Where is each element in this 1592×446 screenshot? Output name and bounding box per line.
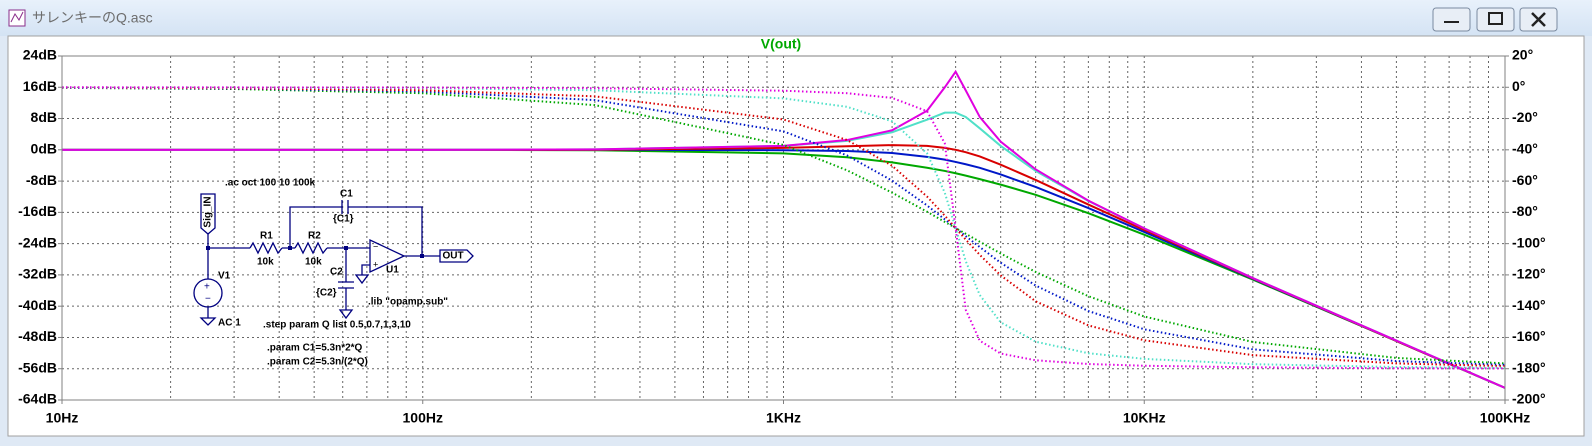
opamp-u1: [369, 238, 406, 274]
y-tick-label: -40dB: [18, 297, 57, 313]
y-tick-label: 8dB: [31, 109, 57, 125]
ground-v1: [199, 317, 217, 326]
y2-tick-label: 20°: [1512, 47, 1533, 63]
close-icon: [1531, 12, 1546, 27]
source-minus: −: [205, 294, 211, 305]
ground-opamp: [354, 274, 370, 285]
input-flag: [200, 193, 216, 235]
resistor-r2: [294, 241, 328, 255]
lib-directive: .lib "opamp.sub": [368, 297, 448, 308]
u1-label: U1: [386, 265, 399, 276]
x-tick-label: 100KHz: [1480, 410, 1531, 426]
y2-tick-label: -40°: [1512, 141, 1538, 157]
y2-tick-label: -20°: [1512, 109, 1538, 125]
y-tick-label: 16dB: [23, 78, 57, 94]
c1-value: {C1}: [333, 214, 354, 225]
step-directive: .step param Q list 0.5,0.7,1,3,10: [263, 320, 411, 331]
r2-value: 10k: [305, 257, 322, 268]
y2-tick-label: -140°: [1512, 297, 1546, 313]
r1-label: R1: [260, 231, 273, 242]
plot-curves: [61, 69, 1506, 389]
c2-label: C2: [330, 267, 343, 278]
maximize-button[interactable]: [1476, 7, 1515, 32]
window-icon-graph: [10, 11, 24, 23]
y2-tick-label: -120°: [1512, 266, 1546, 282]
phase-line: [61, 86, 1506, 365]
ground-c2: [338, 309, 354, 320]
source-plus: +: [204, 282, 210, 293]
v1-value: AC 1: [218, 318, 241, 329]
junctions: [206, 246, 424, 258]
phase-line: [61, 86, 1506, 369]
schematic: .ac oct 100 10 100k Sig_IN − + + − OUT C…: [193, 178, 474, 368]
y2-tick-label: -200°: [1512, 391, 1546, 407]
y-tick-label: -64dB: [18, 391, 57, 407]
v1-label: V1: [218, 271, 231, 282]
y-tick-label: -56dB: [18, 359, 57, 375]
chart-title: V(out): [761, 36, 801, 52]
y-tick-label: -16dB: [18, 203, 57, 219]
x-tick-label: 10Hz: [46, 410, 79, 426]
output-label: OUT: [442, 251, 463, 262]
y2-tick-label: -100°: [1512, 234, 1546, 250]
plot-window: [7, 35, 1585, 437]
r2-label: R2: [308, 231, 321, 242]
window-buttons: [1432, 7, 1558, 32]
title-bar: [0, 0, 1592, 36]
output-flag: [439, 249, 474, 263]
param-c1: .param C1=5.3n*2*Q: [267, 343, 363, 354]
y-tick-label: -32dB: [18, 266, 57, 282]
x-tick-label: 10KHz: [1123, 410, 1166, 426]
phase-line: [61, 86, 1506, 368]
y-tick-label: 24dB: [23, 47, 57, 63]
opamp-minus: −: [373, 241, 378, 251]
phase-line: [61, 86, 1506, 366]
y2-tick-label: -180°: [1512, 359, 1546, 375]
param-c2: .param C2=5.3n/(2*Q): [267, 357, 368, 368]
y2-tick-label: 0°: [1512, 78, 1525, 94]
window-icon: [8, 9, 26, 27]
y-tick-label: -48dB: [18, 328, 57, 344]
window-title: サレンキーのQ.asc: [32, 10, 153, 26]
maximize-icon: [1488, 12, 1503, 25]
input-label: Sig_IN: [203, 196, 214, 227]
resistor-r1: [249, 241, 283, 255]
phase-line: [61, 86, 1506, 370]
x-tick-label: 1KHz: [766, 410, 801, 426]
x-tick-label: 100Hz: [403, 410, 443, 426]
y2-tick-label: -60°: [1512, 172, 1538, 188]
source-v1: [193, 278, 223, 308]
y2-tick-label: -80°: [1512, 203, 1538, 219]
opamp-plus: +: [373, 259, 378, 269]
y-tick-label: -24dB: [18, 234, 57, 250]
y2-tick-label: -160°: [1512, 328, 1546, 344]
c1-label: C1: [340, 189, 353, 200]
capacitor-c1: [341, 200, 349, 214]
minimize-button[interactable]: [1432, 7, 1471, 32]
magnitude-line: [62, 69, 1506, 389]
c2-value: {C2}: [316, 288, 337, 299]
r1-value: 10k: [257, 257, 274, 268]
ac-directive: .ac oct 100 10 100k: [225, 178, 316, 189]
y-tick-label: 0dB: [31, 141, 57, 157]
y-tick-label: -8dB: [26, 172, 57, 188]
plot-frame: [61, 55, 1506, 401]
capacitor-c2: [338, 281, 354, 289]
